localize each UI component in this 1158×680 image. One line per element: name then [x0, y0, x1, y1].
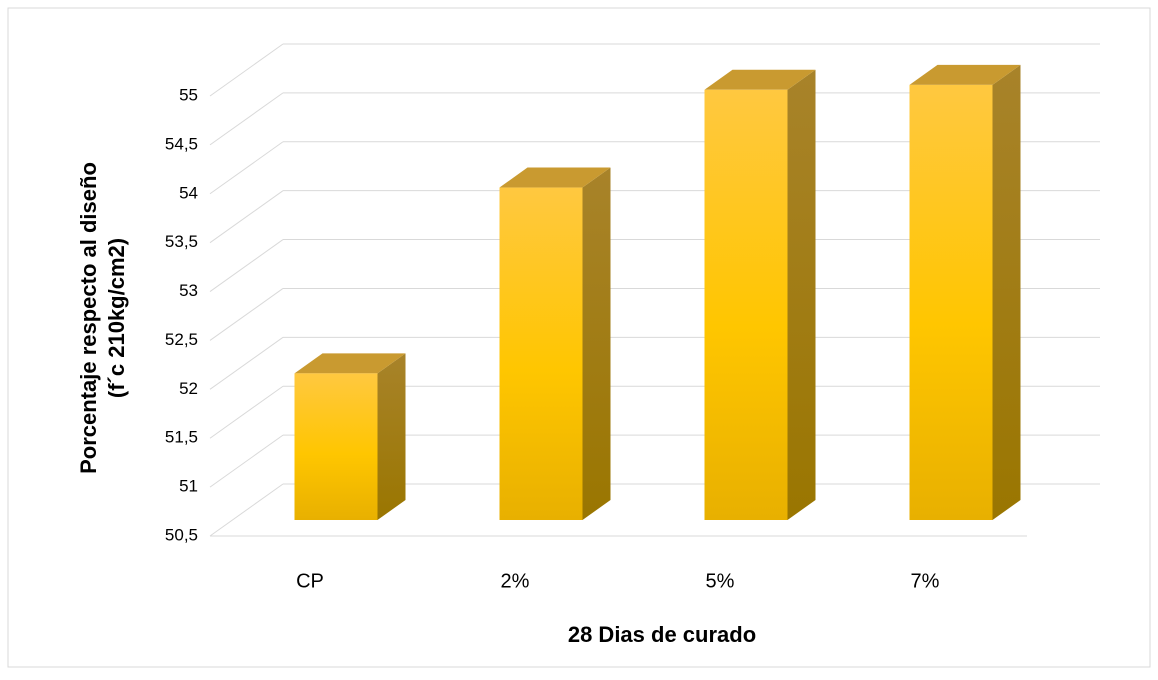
x-axis-label: 28 Dias de curado [568, 622, 756, 647]
y-tick-label: 53,5 [165, 232, 198, 251]
bar [499, 187, 583, 521]
bar-side [582, 167, 611, 521]
bar-top [704, 69, 816, 90]
chart-border [7, 7, 1151, 668]
grid-line [209, 483, 284, 537]
grid-line [209, 239, 284, 292]
grid-line [209, 385, 284, 439]
y-tick-label: 55 [179, 85, 198, 104]
grid-line [209, 434, 284, 488]
grid-line [209, 336, 284, 390]
bar-side [992, 64, 1021, 520]
y-tick-label: 54,5 [165, 134, 198, 153]
grid-line [209, 288, 284, 341]
bar-top [909, 64, 1021, 85]
x-tick-label: 7% [911, 570, 940, 592]
bar-side [787, 69, 816, 521]
grid-line [209, 43, 284, 97]
bar [294, 373, 378, 520]
x-tick-label: 5% [706, 570, 735, 592]
y-tick-label: 50,5 [165, 525, 198, 544]
grid-line [209, 92, 284, 146]
grid-line [209, 141, 284, 195]
x-tick-label: 2% [501, 570, 530, 592]
bar-top [294, 353, 406, 374]
bar [909, 84, 993, 520]
y-axis-label-line: Porcentaje respecto al diseño [76, 162, 101, 474]
y-tick-label: 52 [179, 379, 198, 398]
y-tick-label: 52,5 [165, 330, 198, 349]
bar-side [377, 353, 406, 520]
y-tick-label: 53 [179, 281, 198, 300]
x-tick-label: CP [296, 570, 324, 592]
y-axis-label-line: (f´c 210kg/cm2) [104, 238, 129, 398]
y-tick-label: 51,5 [165, 428, 198, 447]
y-tick-label: 51 [179, 477, 198, 496]
bar [704, 89, 788, 521]
y-axis-label: Porcentaje respecto al diseño (f´c 210kg… [76, 162, 129, 474]
y-tick-label: 54 [179, 183, 198, 202]
bar-top [499, 167, 611, 188]
grid-line [209, 190, 284, 244]
